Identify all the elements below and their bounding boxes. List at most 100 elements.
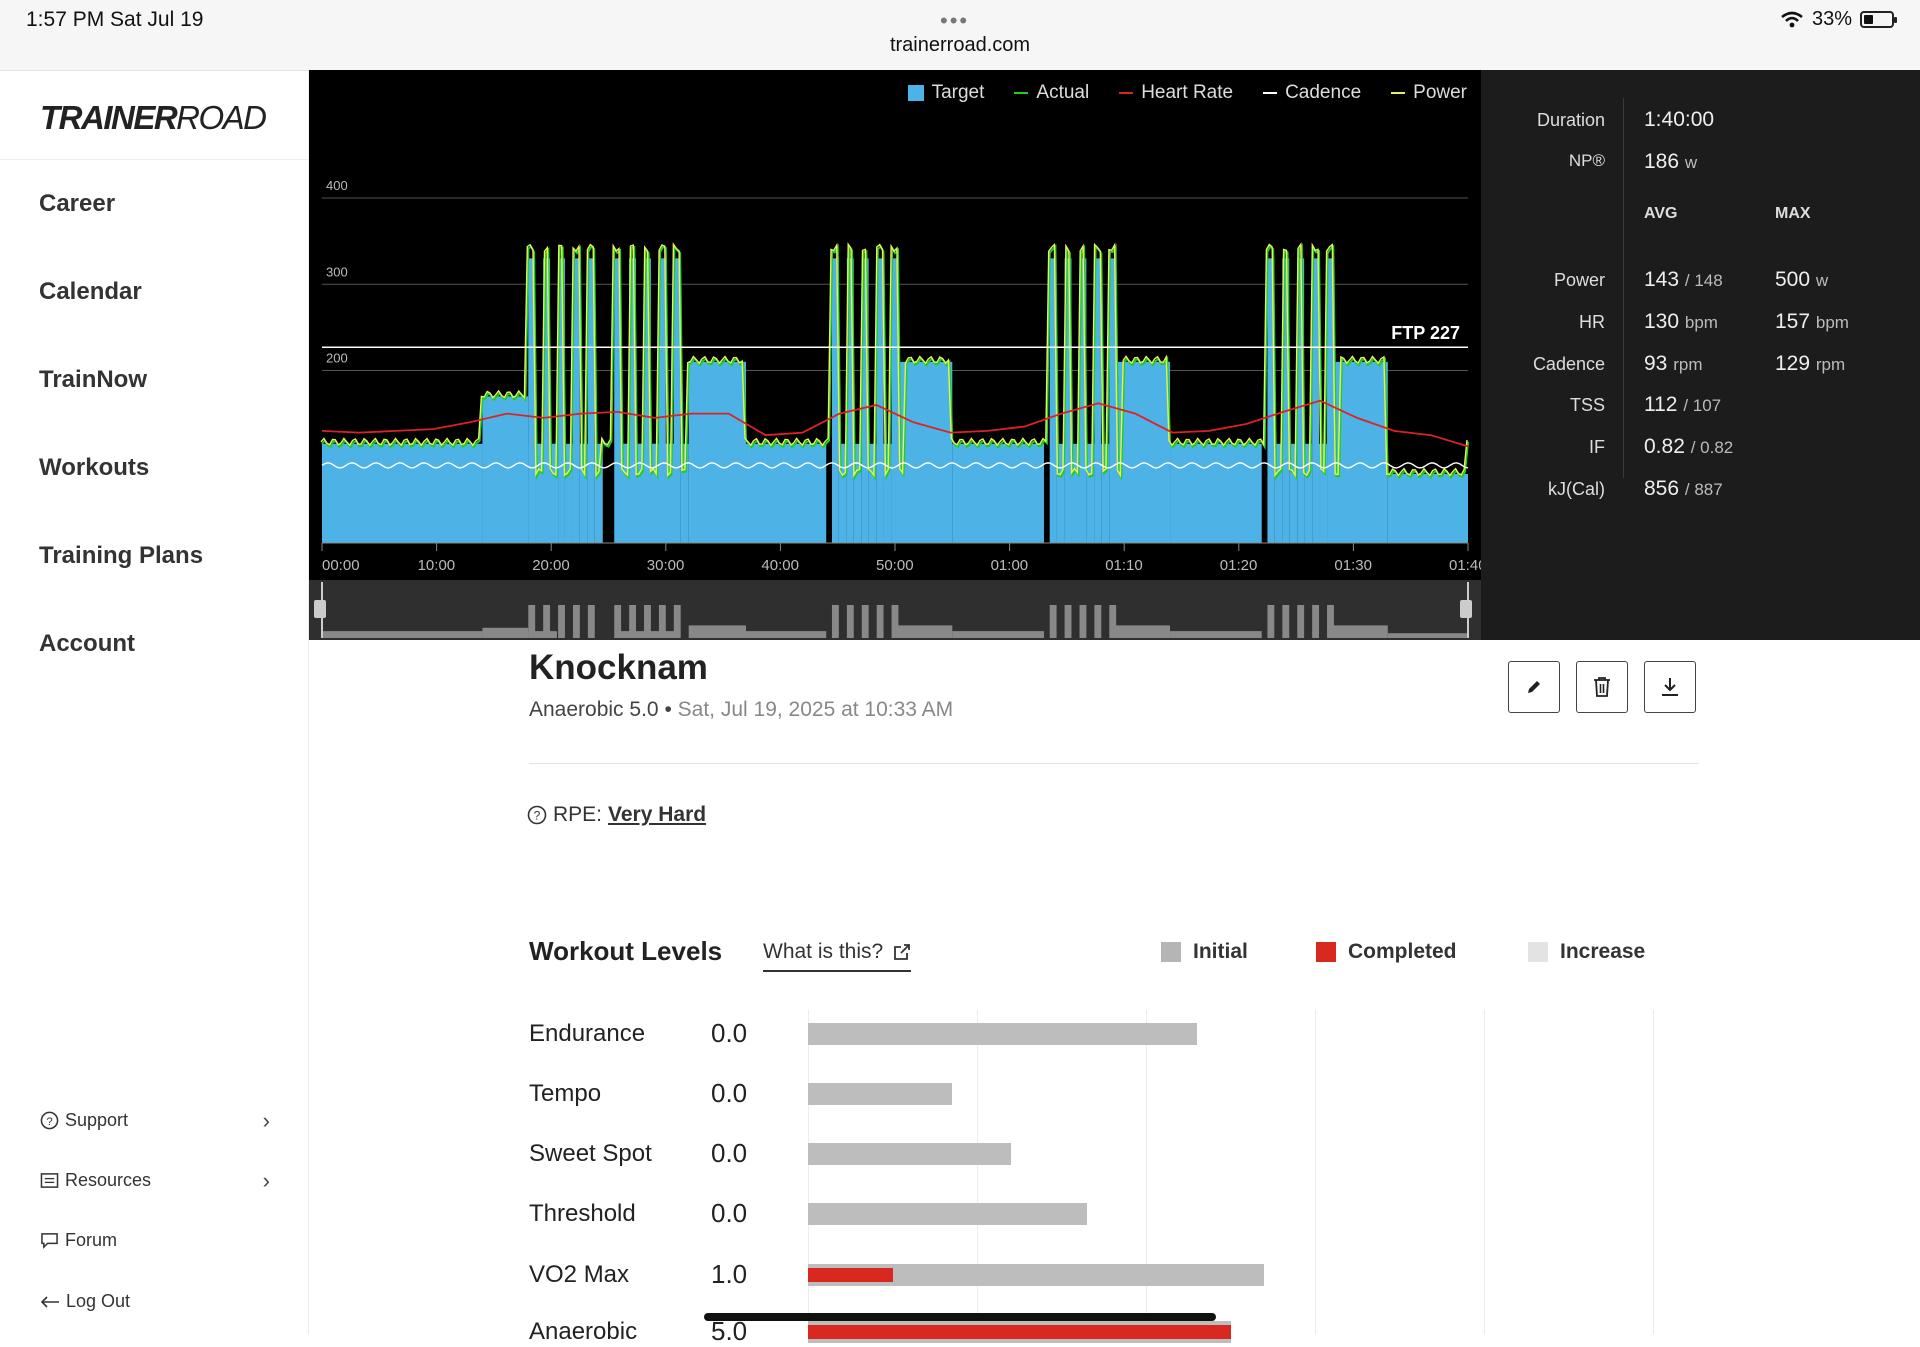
- overview-interval: [861, 605, 869, 638]
- nav-calendar[interactable]: Calendar: [39, 278, 142, 305]
- legend-cadence: Cadence: [1263, 82, 1361, 104]
- wifi-icon: [1781, 11, 1803, 27]
- x-tick-label: 40:00: [761, 557, 799, 574]
- legend-target: Target: [907, 82, 984, 104]
- overview-interval: [558, 605, 565, 638]
- legend-label: Heart Rate: [1141, 82, 1234, 103]
- chart-legend: Target Actual Heart Rate Cadence Power: [907, 82, 1467, 104]
- home-indicator[interactable]: [704, 1313, 1216, 1321]
- sidebar-resources[interactable]: Resources ›: [40, 1168, 290, 1193]
- target-block: [688, 361, 747, 543]
- max-header: MAX: [1775, 205, 1811, 222]
- stat-avg: 130 bpm: [1644, 310, 1718, 334]
- overview-interval: [572, 605, 580, 638]
- overview-interval: [1064, 605, 1072, 638]
- stat-avg: 112 / 107: [1644, 393, 1721, 417]
- stat-avg-value: 143: [1644, 268, 1680, 291]
- sidebar-logout[interactable]: Log Out: [40, 1291, 130, 1312]
- delete-button[interactable]: [1576, 661, 1628, 713]
- stat-label: Cadence: [1532, 354, 1605, 374]
- status-indicators: 33%: [1780, 8, 1897, 31]
- stat-label: IF: [1589, 437, 1605, 457]
- target-interval: [1312, 258, 1320, 543]
- nav-account[interactable]: Account: [39, 630, 135, 657]
- levels-gridline: [1315, 1010, 1316, 1334]
- target-recovery: [665, 443, 674, 543]
- overview-block: [1330, 625, 1388, 638]
- workout-title: Knocknam: [529, 648, 708, 687]
- overview-interval: [831, 605, 839, 638]
- x-tick-label: 01:00: [991, 557, 1029, 574]
- chevron-right-icon: ›: [262, 1107, 270, 1133]
- edit-button[interactable]: [1508, 661, 1560, 713]
- stat-avg-value: 0.82: [1644, 435, 1685, 458]
- nav-career[interactable]: Career: [39, 190, 116, 217]
- stat-max-unit: w: [1815, 271, 1829, 290]
- sidebar-support[interactable]: ? Support ›: [40, 1107, 290, 1133]
- support-label: Support: [65, 1110, 129, 1130]
- trainerroad-logo[interactable]: TRAINERROAD: [40, 99, 267, 137]
- level-name: Anaerobic: [529, 1318, 638, 1345]
- heart-rate-line: [321, 399, 1469, 448]
- stat-avg-sub: / 107: [1683, 396, 1722, 415]
- stat-max: 157 bpm: [1775, 310, 1849, 334]
- stat-avg-value: 93: [1644, 352, 1668, 375]
- rpe-label: RPE:: [553, 803, 603, 826]
- overview-interval: [614, 605, 622, 638]
- range-handle: [1460, 600, 1472, 618]
- overview-interval: [1297, 605, 1305, 638]
- stat-avg: 0.82 / 0.82: [1644, 435, 1733, 459]
- external-link-icon: [894, 944, 911, 960]
- duration-value: 1:40:00: [1644, 108, 1715, 131]
- y-tick-label: 300: [326, 264, 348, 279]
- nav-training-plans[interactable]: Training Plans: [39, 542, 204, 569]
- stat-avg-sub: / 887: [1684, 480, 1723, 499]
- level-value: 0.0: [711, 1078, 748, 1108]
- overview-interval: [846, 605, 854, 638]
- logout-label: Log Out: [66, 1291, 131, 1311]
- legend-label: Actual: [1036, 82, 1090, 103]
- download-button[interactable]: [1644, 661, 1696, 713]
- target-recovery: [579, 443, 588, 543]
- target-interval: [846, 258, 854, 543]
- level-initial-bar: [808, 1143, 1011, 1165]
- target-interval: [543, 258, 551, 543]
- stat-max-unit: bpm: [1815, 313, 1849, 332]
- target-interval: [1049, 258, 1057, 543]
- workout-chart[interactable]: Target Actual Heart Rate Cadence Power F…: [309, 70, 1481, 640]
- target-interval: [1297, 258, 1305, 543]
- stat-max: 129 rpm: [1775, 352, 1845, 376]
- overview-block: [1387, 633, 1468, 638]
- what-is-this-link[interactable]: What is this?: [763, 940, 912, 972]
- help-circle-icon[interactable]: ?: [527, 805, 547, 825]
- level-value: 1.0: [711, 1259, 748, 1289]
- nav-workouts[interactable]: Workouts: [39, 454, 150, 481]
- target-recovery: [535, 443, 544, 543]
- address-bar[interactable]: trainerroad.com: [889, 34, 1031, 56]
- stat-avg-sub: / 148: [1684, 271, 1723, 290]
- levels-gridline: [1146, 1010, 1147, 1334]
- status-time: 1:57 PM Sat Jul 19: [26, 8, 204, 31]
- browser-menu-icon[interactable]: •••: [940, 8, 970, 33]
- levels-gridline: [808, 1010, 809, 1334]
- level-name: Tempo: [529, 1080, 602, 1107]
- overview-interval: [891, 605, 899, 638]
- overview-interval: [1282, 605, 1290, 638]
- rpe-value-link[interactable]: Very Hard: [608, 803, 707, 826]
- x-tick-label: 20:00: [532, 557, 570, 574]
- np-label: NP®: [1568, 151, 1605, 170]
- target-recovery: [564, 443, 573, 543]
- chart-canvas[interactable]: FTP 227 400 300 200 00:00 10:00 20:00 30:00 40:0…: [309, 70, 1481, 640]
- np-value: 186 w: [1644, 150, 1697, 174]
- target-recovery: [1071, 443, 1080, 543]
- sidebar-forum[interactable]: Forum: [40, 1230, 117, 1251]
- overview-interval: [1327, 605, 1334, 638]
- duration-label: Duration: [1536, 110, 1605, 130]
- stat-max-value: 129: [1775, 352, 1811, 375]
- level-completed-bar: [808, 1268, 893, 1282]
- forum-label: Forum: [65, 1230, 118, 1250]
- target-recovery: [550, 443, 559, 543]
- nav-trainnow[interactable]: TrainNow: [39, 366, 148, 393]
- target-recovery: [1333, 443, 1342, 543]
- stat-max-value: 157: [1775, 310, 1811, 333]
